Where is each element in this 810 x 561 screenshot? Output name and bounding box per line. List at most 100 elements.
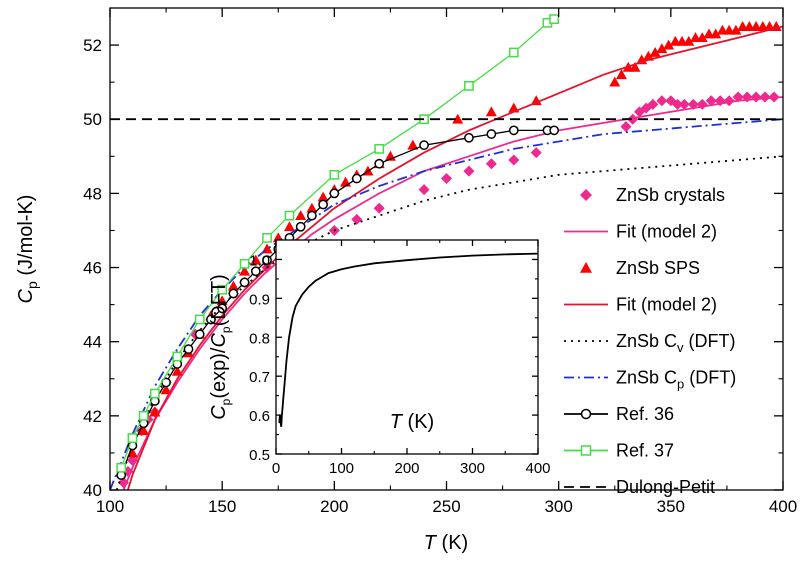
main-data-point — [629, 61, 641, 72]
legend-marker-swatch — [580, 262, 592, 273]
main-series-5 — [110, 118, 783, 490]
legend-label: ZnSb Cv (DFT) — [616, 331, 736, 355]
main-data-point — [656, 95, 668, 107]
inset-y-tick-label: 0.6 — [249, 408, 270, 425]
main-data-point — [441, 173, 452, 185]
legend-item: Fit (model 2) — [564, 295, 717, 315]
main-data-point — [508, 154, 520, 166]
main-data-point — [710, 28, 722, 39]
main-data-point — [262, 255, 272, 265]
main-data-point — [374, 158, 385, 169]
legend-item: Fit (model 2) — [564, 222, 717, 242]
legend-label: ZnSb crystals — [616, 185, 725, 205]
main-data-point — [283, 221, 295, 232]
main-y-tick-label: 52 — [83, 36, 102, 55]
main-data-point — [464, 80, 474, 91]
legend-marker-swatch — [580, 445, 592, 456]
main-data-point — [730, 24, 742, 35]
main-data-point — [649, 46, 661, 57]
main-data-point — [508, 47, 519, 58]
main-y-tick-label: 48 — [83, 184, 102, 203]
legend-label-suffix: (DFT) — [684, 331, 736, 351]
main-data-point — [228, 288, 239, 299]
main-axes: 100 150 200 250 300 350 400 40 42 44 46 48 50 52 — [83, 7, 797, 516]
main-data-point — [149, 388, 160, 399]
inset-x-tick-label: 100 — [329, 460, 354, 477]
main-data-point — [549, 125, 560, 136]
main-series-1 — [122, 96, 783, 490]
main-y-tick-label: 46 — [83, 259, 102, 278]
main-data-point — [183, 344, 194, 354]
inset-x-tick-label: 0 — [272, 460, 280, 477]
main-data-point — [318, 199, 328, 210]
main-x-tick-label: 350 — [657, 497, 685, 516]
main-x-tick-label: 100 — [96, 497, 124, 516]
main-data-point — [116, 462, 127, 473]
inset-axes: 0 100 200 300 400 0.5 0.6 0.7 0.8 0.9 1.0 — [249, 239, 551, 477]
legend-label: Dulong-Petit — [616, 477, 715, 497]
main-data-point — [627, 113, 639, 125]
main-data-point — [647, 98, 659, 110]
main-data-point — [284, 210, 295, 221]
main-data-point — [485, 106, 497, 117]
legend-label-subscript: v — [677, 340, 684, 355]
main-data-point — [351, 173, 362, 184]
main-data-point — [227, 280, 239, 291]
main-data-point — [656, 43, 668, 54]
main-data-point — [329, 169, 340, 180]
main-data-point — [615, 69, 627, 80]
inset-x-tick-label: 300 — [460, 460, 485, 477]
main-data-point — [683, 35, 695, 46]
legend-item: ZnSb SPS — [580, 258, 700, 278]
main-data-point — [250, 254, 262, 265]
main-data-point — [452, 113, 464, 124]
legend-item: ZnSb Cv (DFT) — [564, 331, 736, 355]
main-data-point — [373, 202, 385, 214]
legend-label-main: ZnSb C — [616, 368, 677, 388]
main-data-point — [127, 433, 138, 443]
legend-label: ZnSb Cp (DFT) — [616, 368, 736, 392]
main-series-line — [122, 96, 783, 490]
legend-item: ZnSb Cp (DFT) — [564, 368, 736, 392]
inset-x-tick-label: 200 — [394, 460, 419, 477]
main-data-point — [418, 184, 430, 196]
main-series-line — [110, 118, 783, 490]
main-data-point — [172, 351, 183, 362]
main-series-layer — [110, 14, 783, 490]
main-data-point — [663, 39, 675, 50]
main-data-point — [194, 314, 205, 325]
legend-item: ZnSb crystals — [580, 185, 725, 205]
legend-item: Ref. 37 — [564, 441, 674, 461]
main-data-point — [329, 188, 340, 199]
legend-label-main: Dulong-Petit — [616, 477, 715, 497]
main-data-point — [485, 158, 497, 170]
main-data-point — [374, 144, 385, 154]
main-data-point — [206, 314, 216, 325]
main-data-point — [486, 129, 497, 139]
legend-label-subscript: p — [677, 377, 684, 392]
main-series-line — [127, 25, 783, 490]
main-data-point — [463, 165, 475, 177]
main-data-point — [317, 191, 329, 202]
main-x-tick-label: 200 — [320, 497, 348, 516]
main-data-point — [217, 284, 228, 295]
main-data-point — [672, 98, 684, 110]
inset-series-layer — [278, 252, 538, 427]
main-data-point — [351, 213, 363, 225]
legend-marker-swatch — [580, 189, 592, 201]
main-series-7 — [116, 14, 560, 473]
main-data-point — [549, 14, 560, 24]
legend-label: ZnSb SPS — [616, 258, 700, 278]
main-data-point — [239, 258, 250, 269]
inset-y-tick-label: 0.5 — [249, 447, 270, 464]
main-series-3 — [127, 25, 783, 490]
main-data-point — [678, 98, 690, 110]
legend-label: Fit (model 2) — [616, 222, 717, 242]
main-data-point — [160, 384, 172, 395]
main-x-tick-label: 250 — [432, 497, 460, 516]
main-x-axis-label: T (K) — [424, 532, 468, 554]
legend-label: Ref. 36 — [616, 404, 674, 424]
legend-label-suffix: (DFT) — [684, 368, 736, 388]
main-data-point — [530, 147, 542, 159]
